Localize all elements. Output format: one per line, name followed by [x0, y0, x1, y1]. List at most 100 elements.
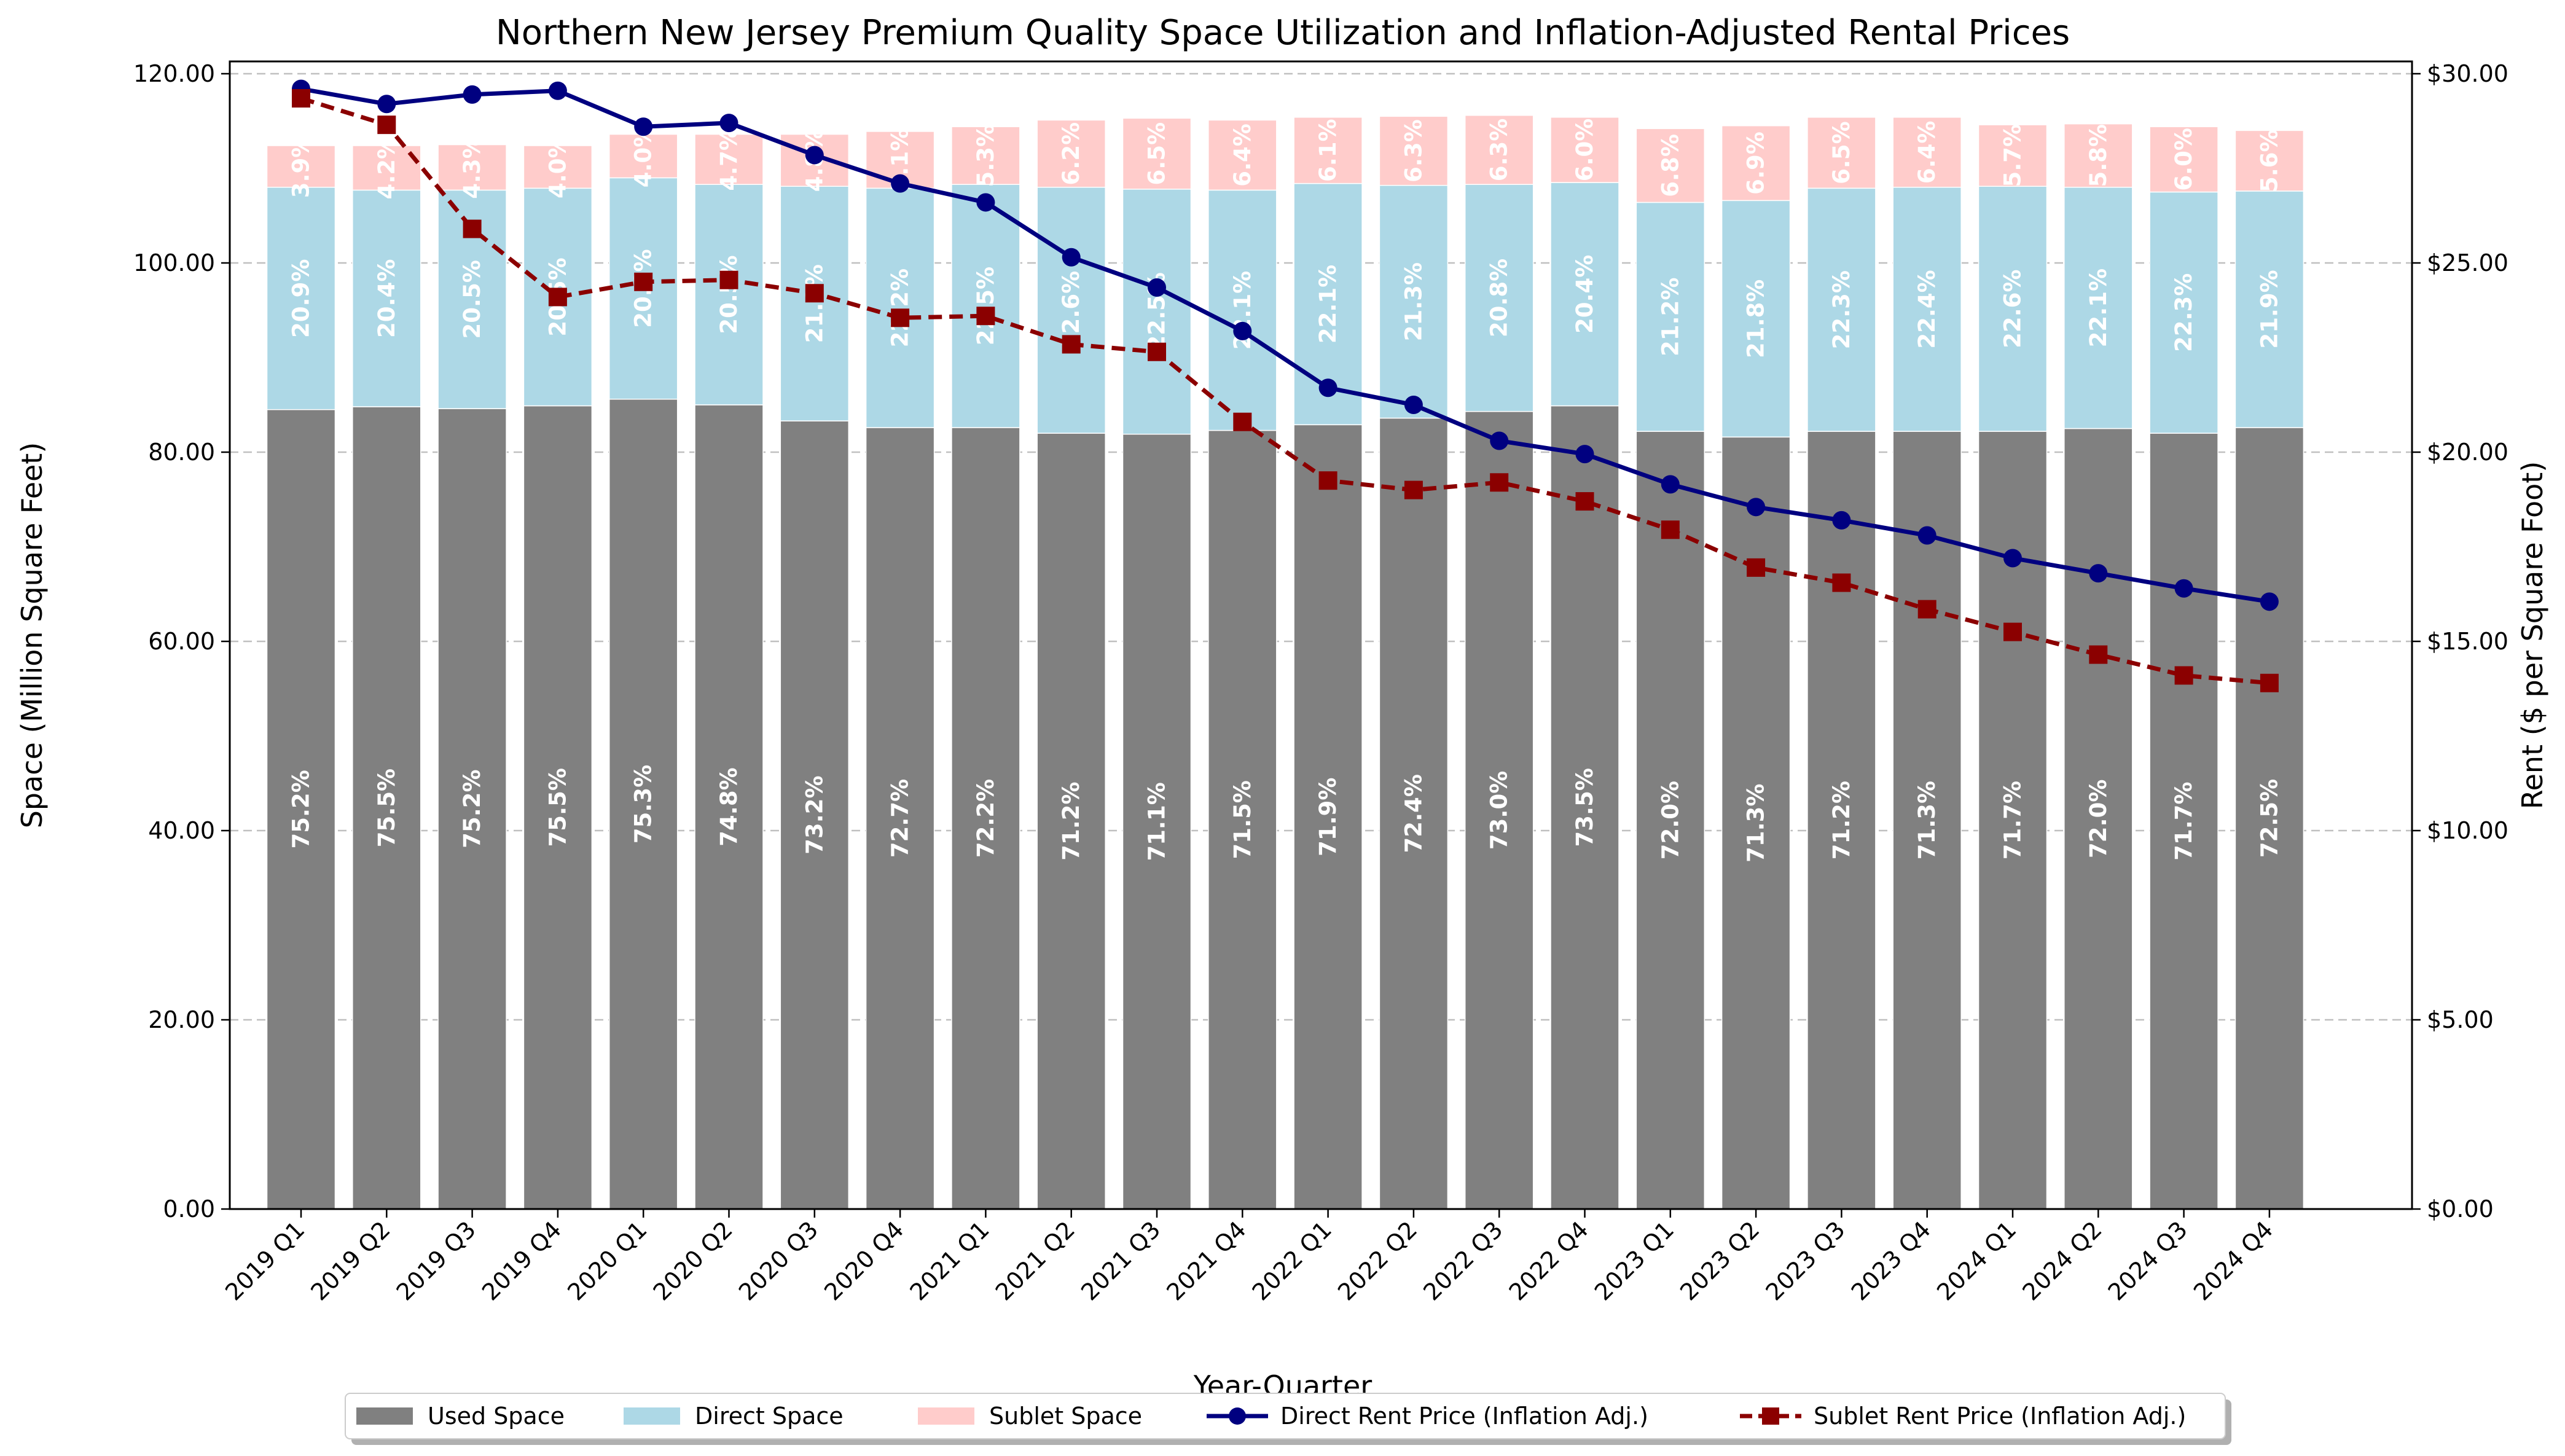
legend-direct-space-label: Direct Space: [695, 1403, 844, 1430]
sublet-space-bar: [1379, 115, 1449, 186]
used-space-bar: [352, 406, 421, 1210]
legend-direct-rent-label: Direct Rent Price (Inflation Adj.): [1280, 1403, 1648, 1430]
used-space-bar: [2149, 432, 2218, 1210]
direct-space-bar: [780, 186, 850, 421]
sublet-space-bar: [437, 144, 507, 191]
direct-rent-point: [891, 174, 910, 193]
used-space-label: 71.5%: [1229, 780, 1256, 859]
y-tick-label: 0.00: [163, 1196, 215, 1223]
used-space-label: 75.2%: [288, 770, 315, 848]
legend-frame: [345, 1393, 2226, 1439]
sublet-rent-point: [1062, 335, 1081, 354]
direct-rent-point: [805, 146, 824, 165]
direct-rent-point: [2089, 564, 2108, 583]
y2-tick-label: $20.00: [2427, 439, 2508, 466]
sublet-space-label: 5.8%: [2085, 124, 2112, 187]
direct-rent-point: [1661, 475, 1680, 494]
y2-tick-label: $0.00: [2427, 1196, 2494, 1223]
used-space-label: 72.7%: [887, 779, 914, 858]
used-space-label: 71.3%: [1914, 781, 1940, 859]
legend-sublet-space-label: Sublet Space: [989, 1403, 1142, 1430]
sublet-space-label: 6.4%: [1229, 123, 1256, 187]
direct-space-label: 20.5%: [459, 260, 485, 339]
sublet-rent-point: [463, 219, 482, 238]
direct-space-label: 22.1%: [1315, 265, 1341, 343]
direct-space-bar: [1379, 184, 1449, 419]
direct-rent-point: [1832, 511, 1851, 530]
plot-frame: [229, 60, 2413, 1210]
direct-space-bar: [352, 189, 421, 407]
direct-space-bar: [865, 187, 935, 428]
right-axis-ticks: $0.00 $5.00 $10.00 $15.00 $20.00 $25.00 $30.00: [2412, 60, 2508, 1223]
y2-tick-label: $10.00: [2427, 817, 2508, 844]
used-space-label: 71.9%: [1315, 777, 1341, 856]
direct-space-label: 21.9%: [2256, 270, 2282, 348]
used-space-bar: [437, 408, 507, 1210]
sublet-space-bar: [1807, 117, 1876, 189]
used-space-label: 71.2%: [1058, 781, 1084, 860]
sublet-rent-point: [1490, 473, 1509, 492]
y2-tick-label: $15.00: [2427, 628, 2508, 655]
direct-rent-point: [1233, 321, 1252, 340]
direct-space-label: 20.4%: [1572, 255, 1598, 334]
used-space-label: 71.3%: [1743, 783, 1769, 862]
sublet-space-bar: [1978, 124, 2048, 187]
y2-tick-label: $5.00: [2427, 1006, 2494, 1033]
sublet-space-bar: [1550, 117, 1619, 183]
direct-space-label: 22.6%: [2000, 270, 2026, 348]
sublet-space-label: 6.8%: [1657, 134, 1683, 197]
legend-sublet-rent-swatch-marker: [1762, 1407, 1779, 1425]
y-tick-label: 60.00: [148, 628, 215, 655]
direct-rent-point: [1917, 526, 1936, 545]
direct-space-label: 21.8%: [801, 264, 828, 343]
chart-title: Northern New Jersey Premium Quality Spac…: [496, 13, 2070, 53]
sublet-space-label: 6.1%: [1315, 119, 1341, 182]
direct-rent-point: [2174, 579, 2193, 598]
direct-rent-point: [719, 114, 738, 133]
sublet-rent-point: [1747, 558, 1766, 577]
sublet-rent-point: [976, 307, 995, 326]
used-space-label: 72.2%: [973, 779, 999, 858]
sublet-space-label: 5.3%: [973, 124, 999, 187]
sublet-space-bar: [1635, 128, 1705, 203]
y-tick-label: 80.00: [148, 439, 215, 466]
direct-space-bar: [1635, 202, 1705, 432]
direct-space-bar: [1464, 184, 1534, 412]
line-group: [292, 79, 2279, 692]
sublet-rent-point: [805, 284, 824, 303]
used-space-label: 75.3%: [630, 765, 657, 843]
direct-rent-point: [2003, 549, 2022, 568]
used-space-label: 72.0%: [2085, 780, 2112, 858]
sublet-space-bar: [523, 145, 593, 189]
y2-tick-label: $25.00: [2427, 249, 2508, 276]
sublet-rent-point: [2003, 622, 2022, 641]
used-space-label: 73.2%: [801, 775, 828, 854]
legend-direct-space-swatch: [624, 1407, 680, 1425]
sublet-space-label: 5.6%: [2256, 129, 2282, 192]
direct-space-label: 22.3%: [2171, 273, 2197, 352]
legend-direct-rent-swatch-marker: [1229, 1407, 1246, 1425]
sublet-space-bar: [1721, 125, 1791, 202]
direct-rent-point: [2260, 592, 2279, 611]
direct-rent-line: [300, 87, 2270, 604]
sublet-space-label: 4.2%: [374, 136, 400, 200]
sublet-space-bar: [951, 126, 1020, 185]
sublet-rent-line: [300, 96, 2270, 686]
legend-used-space-swatch: [356, 1407, 413, 1425]
direct-space-label: 20.8%: [1486, 259, 1513, 337]
direct-rent-point: [377, 95, 396, 114]
direct-space-label: 22.3%: [1828, 270, 1855, 349]
legend-sublet-rent-label: Sublet Rent Price (Inflation Adj.): [1814, 1403, 2186, 1430]
used-space-bar: [1464, 411, 1534, 1210]
direct-rent-point: [463, 85, 482, 104]
sublet-space-bar: [1464, 115, 1534, 185]
direct-space-label: 20.9%: [288, 259, 315, 338]
used-space-label: 73.5%: [1572, 768, 1598, 847]
sublet-rent-point: [891, 308, 910, 327]
direct-space-label: 20.4%: [374, 259, 400, 338]
sublet-space-bar: [2064, 123, 2133, 188]
sublet-space-label: 6.5%: [1828, 121, 1855, 184]
direct-space-bar: [2064, 187, 2133, 429]
used-space-bar: [1036, 432, 1106, 1210]
sublet-space-label: 6.4%: [1914, 121, 1940, 184]
